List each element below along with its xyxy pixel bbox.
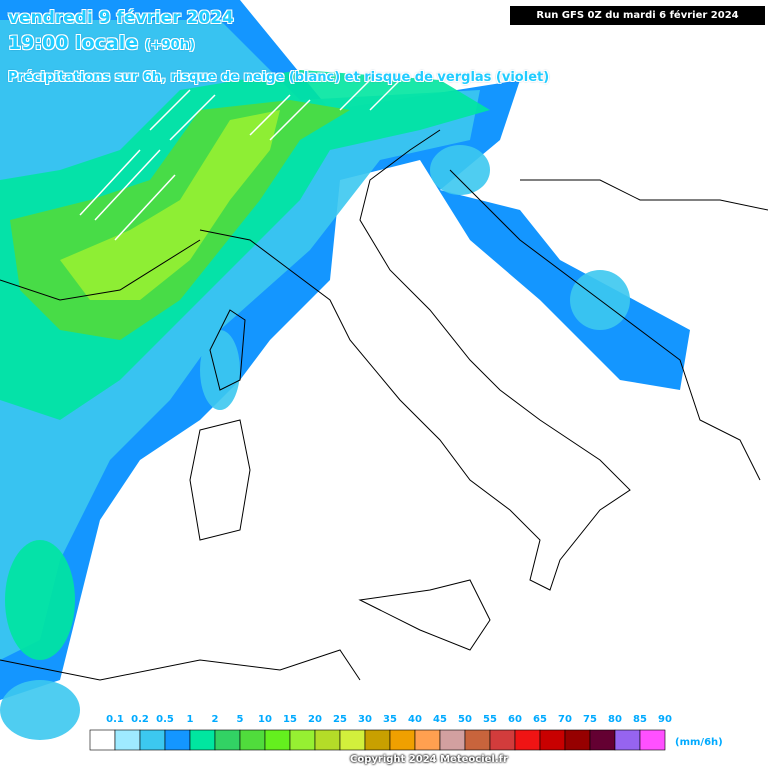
legend-swatch bbox=[139, 729, 166, 751]
legend-label: 40 bbox=[408, 714, 422, 725]
legend-swatch bbox=[239, 729, 266, 751]
legend-label: 50 bbox=[458, 714, 472, 725]
legend-swatch bbox=[314, 729, 341, 751]
legend-swatch bbox=[589, 729, 616, 751]
coastlines bbox=[0, 129, 768, 681]
legend-swatch bbox=[89, 729, 116, 751]
precip-heavier bbox=[60, 110, 280, 300]
legend-swatch bbox=[464, 729, 491, 751]
legend-label: 90 bbox=[658, 714, 672, 725]
legend-swatch bbox=[189, 729, 216, 751]
legend bbox=[89, 729, 666, 751]
legend-swatch bbox=[414, 729, 441, 751]
legend-swatch bbox=[114, 729, 141, 751]
legend-swatch bbox=[439, 729, 466, 751]
legend-label: 5 bbox=[236, 714, 244, 725]
legend-label: 70 bbox=[558, 714, 572, 725]
legend-label: 35 bbox=[383, 714, 397, 725]
legend-swatch bbox=[614, 729, 641, 751]
legend-label: 0.1 bbox=[106, 714, 124, 725]
legend-swatch bbox=[389, 729, 416, 751]
legend-label: 75 bbox=[583, 714, 597, 725]
legend-unit: (mm/6h) bbox=[675, 737, 723, 748]
legend-label: 1 bbox=[186, 714, 194, 725]
legend-label: 0.5 bbox=[156, 714, 174, 725]
snow-hatch bbox=[79, 69, 411, 241]
legend-label: 10 bbox=[258, 714, 272, 725]
legend-swatch bbox=[264, 729, 291, 751]
legend-swatch bbox=[364, 729, 391, 751]
legend-label: 15 bbox=[283, 714, 297, 725]
legend-label: 45 bbox=[433, 714, 447, 725]
legend-swatch bbox=[564, 729, 591, 751]
subtitle: Précipitations sur 6h, risque de neige (… bbox=[8, 70, 550, 85]
legend-swatch bbox=[289, 729, 316, 751]
legend-swatch bbox=[539, 729, 566, 751]
legend-label: 30 bbox=[358, 714, 372, 725]
legend-label: 2 bbox=[211, 714, 219, 725]
time-text: 19:00 locale bbox=[8, 32, 139, 54]
legend-label: 25 bbox=[333, 714, 347, 725]
legend-label: 0.2 bbox=[131, 714, 149, 725]
run-info: Run GFS 0Z du mardi 6 février 2024 bbox=[510, 6, 765, 25]
copyright: Copyright 2024 Meteociel.fr bbox=[350, 754, 508, 765]
time: 19:00 locale (+90h) bbox=[8, 32, 195, 54]
legend-swatch bbox=[164, 729, 191, 751]
date: vendredi 9 février 2024 bbox=[8, 8, 234, 28]
legend-label: 80 bbox=[608, 714, 622, 725]
legend-label: 20 bbox=[308, 714, 322, 725]
lead-time: (+90h) bbox=[144, 38, 195, 53]
legend-swatch bbox=[514, 729, 541, 751]
legend-swatch bbox=[639, 729, 666, 751]
legend-swatch bbox=[214, 729, 241, 751]
legend-label: 65 bbox=[533, 714, 547, 725]
legend-label: 55 bbox=[483, 714, 497, 725]
legend-swatch bbox=[339, 729, 366, 751]
legend-label: 85 bbox=[633, 714, 647, 725]
legend-swatch bbox=[489, 729, 516, 751]
legend-label: 60 bbox=[508, 714, 522, 725]
